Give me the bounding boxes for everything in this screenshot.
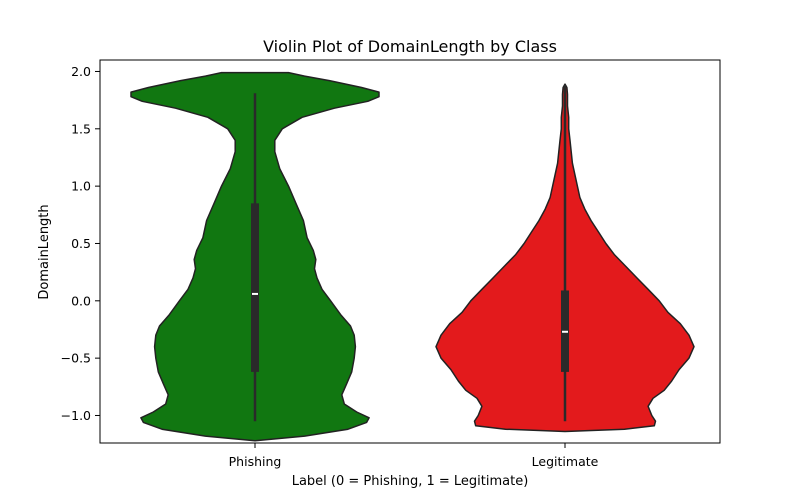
y-tick-label: 0.5 (71, 236, 91, 251)
y-tick-label: −1.0 (61, 408, 91, 423)
x-axis-title: Label (0 = Phishing, 1 = Legitimate) (292, 474, 529, 489)
y-tick-label: 1.5 (71, 121, 91, 136)
x-axis: Phishing Legitimate (229, 443, 599, 469)
x-tick-label-legitimate: Legitimate (532, 454, 599, 469)
y-tick-label: −0.5 (61, 351, 91, 366)
chart-title: Violin Plot of DomainLength by Class (263, 37, 557, 56)
y-tick-label: 0.0 (71, 293, 91, 308)
plot-area (130, 71, 695, 442)
y-tick-label: 2.0 (71, 64, 91, 79)
y-axis: −1.0 −0.5 0.0 0.5 1.0 1.5 2.0 (61, 64, 100, 423)
x-tick-label-phishing: Phishing (229, 454, 282, 469)
plot-frame (99, 59, 721, 444)
iqr-box-phishing (251, 203, 259, 372)
y-axis-title: DomainLength (37, 204, 52, 299)
y-tick-label: 1.0 (71, 179, 91, 194)
